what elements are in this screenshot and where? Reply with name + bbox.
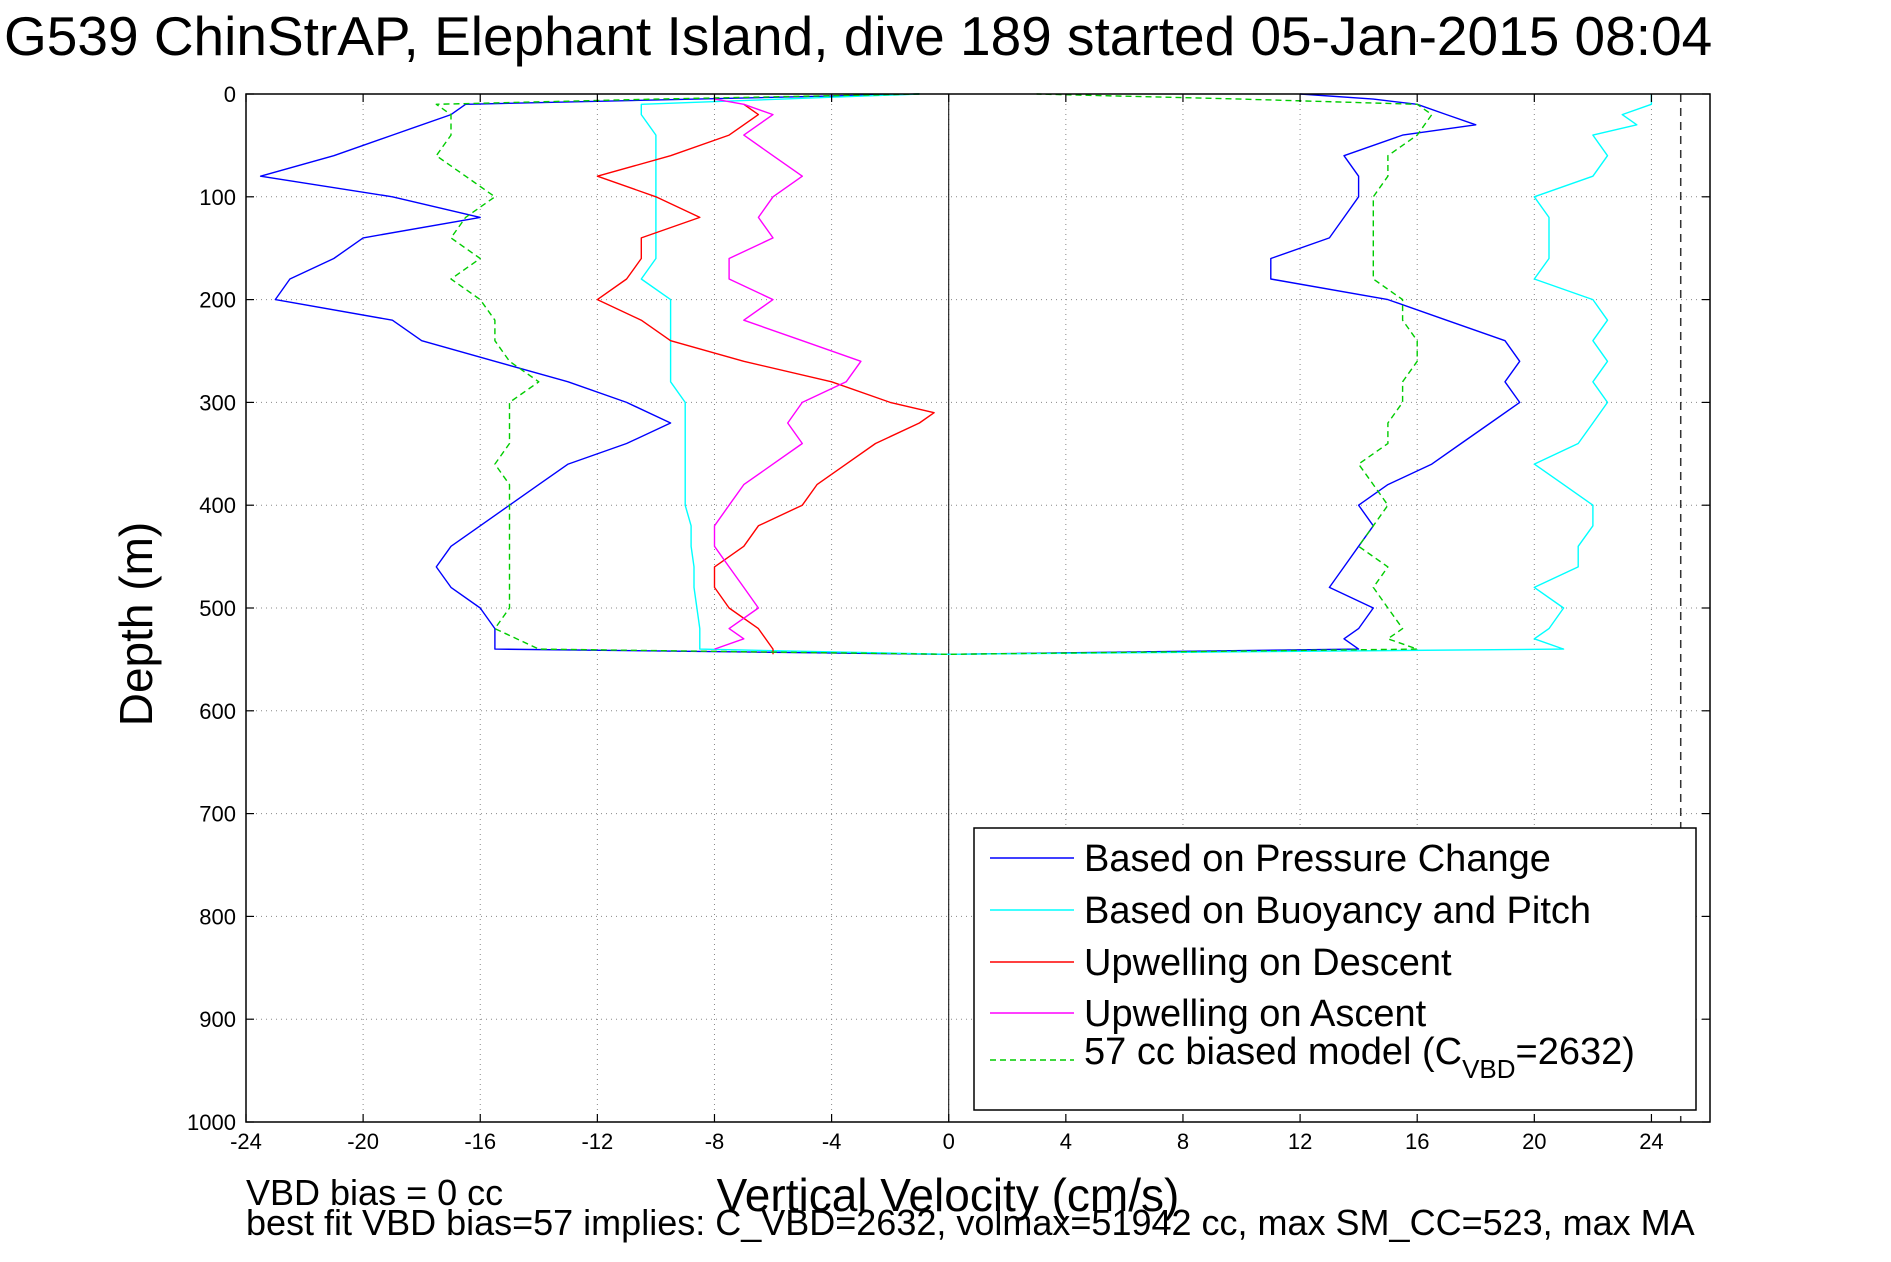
series-line-2: [596, 103, 935, 655]
legend-box: [973, 827, 1697, 1111]
chart-title: G539 ChinStrAP, Elephant Island, dive 18…: [4, 5, 1713, 67]
data-series: [259, 93, 1653, 655]
vbd-bias-note: VBD bias = 0 cc: [246, 1172, 504, 1213]
x-tick-label-10: 16: [1405, 1129, 1429, 1154]
x-tick-label-6: 0: [943, 1129, 955, 1154]
y-tick-label-2: 200: [199, 288, 236, 313]
x-tick-label-11: 20: [1522, 1129, 1546, 1154]
y-tick-label-1: 100: [199, 185, 236, 210]
legend-label-3: Upwelling on Ascent: [1084, 993, 1427, 1035]
series-line-1: [640, 93, 1653, 655]
legend-label-1: Based on Buoyancy and Pitch: [1084, 890, 1591, 932]
y-tick-label-3: 300: [199, 390, 236, 415]
y-tick-label-6: 600: [199, 699, 236, 724]
y-tick-label-8: 800: [199, 904, 236, 929]
x-tick-label-3: -12: [581, 1129, 613, 1154]
x-tick-label-7: 4: [1060, 1129, 1072, 1154]
x-tick-label-0: -24: [230, 1129, 262, 1154]
x-tick-label-9: 12: [1288, 1129, 1312, 1154]
series-line-3: [713, 98, 862, 650]
y-tick-label-7: 700: [199, 802, 236, 827]
x-tick-label-1: -20: [347, 1129, 379, 1154]
x-tick-label-5: -4: [822, 1129, 842, 1154]
y-tick-label-10: 1000: [187, 1110, 236, 1135]
series-line-4: [435, 93, 1433, 655]
legend-label-0: Based on Pressure Change: [1084, 838, 1551, 880]
y-tick-label-0: 0: [224, 82, 236, 107]
axis-ticks: -24 -20 -16 -12 -8 -4 0 4 8 12 16 20 24 0 100 200 300 400…: [187, 82, 1710, 1154]
y-tick-label-4: 400: [199, 493, 236, 518]
x-tick-label-2: -16: [464, 1129, 496, 1154]
series-line-0: [259, 93, 1521, 655]
x-tick-label-8: 8: [1177, 1129, 1189, 1154]
x-tick-label-12: 24: [1639, 1129, 1663, 1154]
best-fit-note: best fit VBD bias=57 implies: C_VBD=2632…: [246, 1202, 1695, 1243]
legend-label-2: Upwelling on Descent: [1084, 942, 1452, 984]
y-tick-label-5: 500: [199, 596, 236, 621]
x-tick-label-4: -8: [705, 1129, 725, 1154]
legend: Based on Pressure Change Based on Buoyanc…: [973, 827, 1697, 1111]
x-axis-label: Vertical Velocity (cm/s): [716, 1169, 1180, 1221]
y-tick-label-9: 900: [199, 1007, 236, 1032]
legend-label-4: 57 cc biased model (CVBD=2632): [1084, 1031, 1635, 1084]
